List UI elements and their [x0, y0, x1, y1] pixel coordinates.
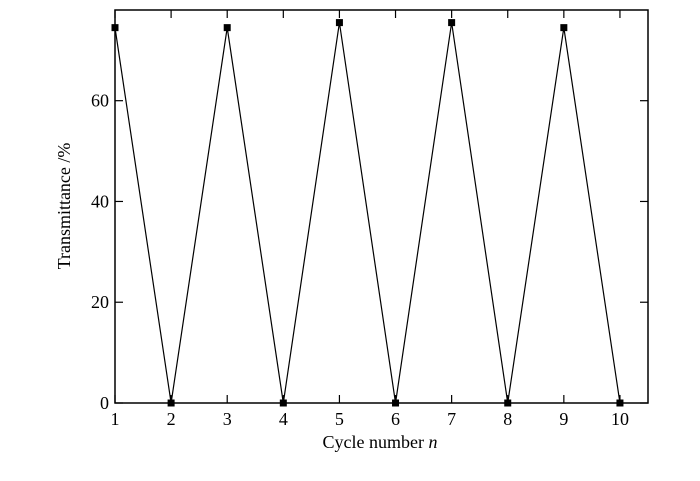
x-tick-label: 8 [503, 409, 512, 429]
data-point [448, 19, 456, 27]
x-tick-label: 7 [447, 409, 456, 429]
y-tick-label: 0 [100, 393, 109, 413]
data-point [111, 24, 119, 32]
x-tick-label: 9 [559, 409, 568, 429]
data-point [279, 399, 287, 407]
y-tick-label: 60 [91, 91, 109, 111]
data-point [560, 24, 568, 32]
x-tick-label: 5 [335, 409, 344, 429]
y-axis-label: Transmittance /% [54, 143, 74, 270]
y-tick-label: 20 [91, 292, 109, 312]
data-point [167, 399, 175, 407]
data-point [616, 399, 624, 407]
y-tick-label: 40 [91, 191, 109, 211]
data-point [223, 24, 231, 32]
x-tick-label: 4 [279, 409, 288, 429]
x-tick-label: 3 [223, 409, 232, 429]
data-point [504, 399, 512, 407]
x-tick-label: 2 [167, 409, 176, 429]
x-tick-label: 6 [391, 409, 400, 429]
data-point [392, 399, 400, 407]
x-tick-label: 10 [611, 409, 629, 429]
x-label-text: Cycle number [323, 432, 424, 452]
series-line [114, 22, 621, 404]
plot-frame [114, 9, 649, 404]
x-tick-label: 1 [111, 409, 120, 429]
x-axis-label: Cycle number n [323, 432, 438, 452]
x-label-symbol: n [428, 432, 437, 452]
data-point [335, 19, 343, 27]
